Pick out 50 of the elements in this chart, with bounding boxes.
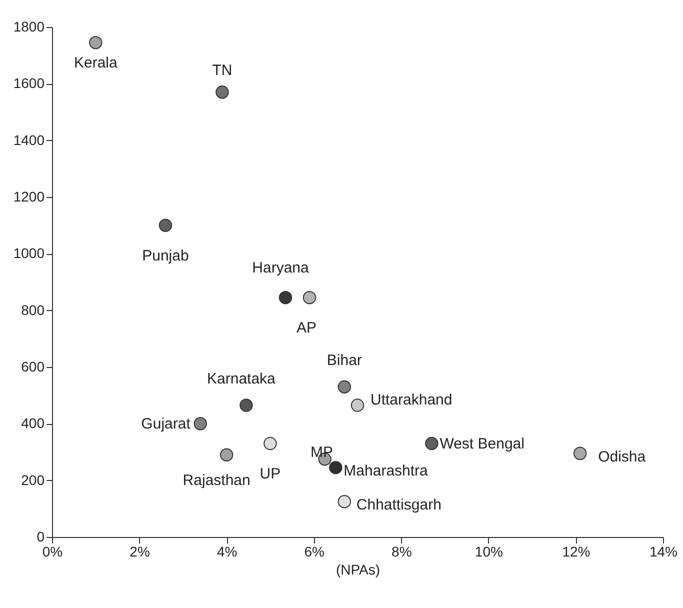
point (338, 380, 352, 394)
y-tick-label: 1400 (13, 132, 45, 148)
x-tick-label: 8% (392, 544, 412, 560)
x-tick-label: 14% (649, 544, 678, 560)
annotation: Karnataka (207, 370, 276, 388)
annotation: Haryana (252, 260, 310, 277)
annotation: Odisha (598, 448, 646, 466)
annotation: UP (260, 466, 281, 482)
annotation: AP (296, 320, 316, 337)
annotation: Maharashtra (344, 462, 429, 480)
point (350, 398, 364, 412)
annotation: Chhattisgarh (356, 496, 442, 514)
point (194, 417, 208, 430)
y-tick-label: 600 (21, 358, 45, 374)
annotation: MP (310, 444, 334, 462)
y-tick-label: 800 (21, 302, 45, 318)
y-tick-label: 1600 (13, 75, 45, 92)
annotation: Uttarakhand (370, 391, 452, 408)
point (158, 218, 172, 232)
x-tick-label: 10% (474, 544, 503, 560)
x-tick-label: 12% (562, 544, 590, 560)
annotation: Punjab (142, 247, 189, 264)
y-tick-label: 400 (21, 415, 45, 432)
x-tick-label: 2% (130, 544, 150, 560)
annotation: Gujarat (141, 416, 192, 433)
x-axis-title: (NPAs) (336, 562, 380, 578)
y-tick-label: 0 (36, 528, 45, 544)
y-tick-label: 1200 (13, 188, 45, 204)
point (216, 86, 229, 99)
x-tick-label: 4% (216, 544, 238, 560)
point (329, 460, 342, 474)
point (338, 494, 352, 508)
x-tick-label: 6% (304, 544, 324, 560)
y-tick-label: 1800 (13, 18, 45, 34)
point (240, 398, 253, 412)
point (302, 290, 316, 304)
point (278, 290, 292, 304)
point (425, 436, 438, 450)
annotation: TN (212, 62, 232, 80)
point (573, 446, 587, 460)
y-tick-label: 200 (21, 472, 45, 488)
x-tick-label: 0% (42, 544, 63, 560)
annotation: Bihar (326, 352, 362, 369)
point (264, 436, 277, 450)
point (89, 36, 102, 50)
y-tick-label: 1000 (13, 245, 45, 262)
point (220, 448, 234, 462)
annotation: Rajasthan (182, 472, 250, 489)
annotation: West Bengal (440, 436, 524, 452)
annotation: Kerala (74, 54, 118, 72)
